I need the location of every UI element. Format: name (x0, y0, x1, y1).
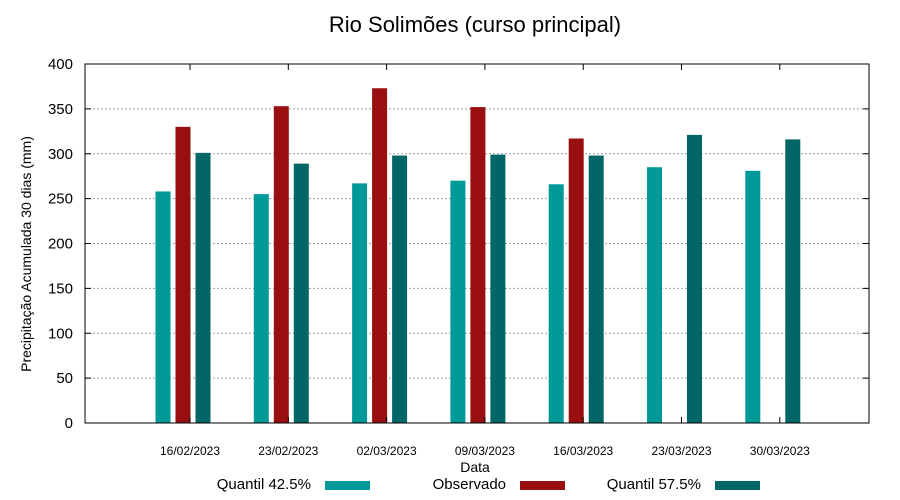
x-tick-label: 16/02/2023 (160, 444, 220, 458)
legend: Quantil 42.5% Observado Quantil 57.5% (217, 476, 760, 493)
legend-label: Quantil 57.5% (607, 476, 701, 493)
x-tick-label: 02/03/2023 (357, 444, 417, 458)
y-tick-label: 250 (48, 191, 73, 208)
bar-quantil-57 (392, 155, 408, 424)
x-axis-label: Data (460, 459, 490, 475)
y-tick-label: 50 (56, 370, 73, 387)
bar-quantil-42 (745, 170, 761, 423)
y-axis-ticks: 0 50 100 150 200 250 300 350 400 (48, 56, 869, 432)
x-tick-label: 23/03/2023 (651, 444, 711, 458)
bar-observado (470, 107, 486, 423)
y-tick-label: 0 (65, 415, 73, 432)
bar-quantil-57 (293, 163, 309, 423)
y-tick-label: 200 (48, 236, 73, 253)
bar-observado (175, 126, 191, 423)
bars (155, 88, 801, 424)
y-tick-label: 300 (48, 146, 73, 163)
x-tick-label: 16/03/2023 (553, 444, 613, 458)
bar-quantil-57 (785, 139, 801, 423)
y-tick-label: 400 (48, 56, 73, 73)
legend-swatch (520, 481, 565, 490)
bar-observado (568, 138, 584, 423)
bar-quantil-57 (490, 154, 506, 423)
x-tick-label: 30/03/2023 (750, 444, 810, 458)
bar-quantil-57 (195, 152, 211, 424)
bar-observado (372, 88, 388, 424)
bar-quantil-57 (687, 134, 702, 423)
y-axis-label: Precipitação Acumulada 30 dias (mm) (18, 136, 34, 372)
x-tick-label: 09/03/2023 (455, 444, 515, 458)
legend-label: Observado (433, 476, 506, 493)
y-tick-label: 150 (48, 280, 73, 297)
bar-quantil-42 (352, 183, 368, 423)
bar-quantil-42 (155, 191, 171, 423)
x-axis-ticks: 16/02/2023 23/02/2023 02/03/2023 09/03/2023… (160, 64, 810, 458)
bar-quantil-57 (588, 155, 604, 424)
legend-swatch (325, 481, 370, 490)
legend-swatch (715, 481, 760, 490)
bar-quantil-42 (548, 184, 564, 423)
y-tick-label: 350 (48, 101, 73, 118)
legend-label: Quantil 42.5% (217, 476, 311, 493)
bar-observado (273, 106, 289, 424)
bar-quantil-42 (647, 167, 662, 423)
y-tick-label: 100 (48, 325, 73, 342)
x-tick-label: 23/02/2023 (258, 444, 318, 458)
chart-title: Rio Solimões (curso principal) (329, 12, 621, 37)
bar-quantil-42 (253, 194, 269, 423)
bar-quantil-42 (450, 180, 466, 423)
